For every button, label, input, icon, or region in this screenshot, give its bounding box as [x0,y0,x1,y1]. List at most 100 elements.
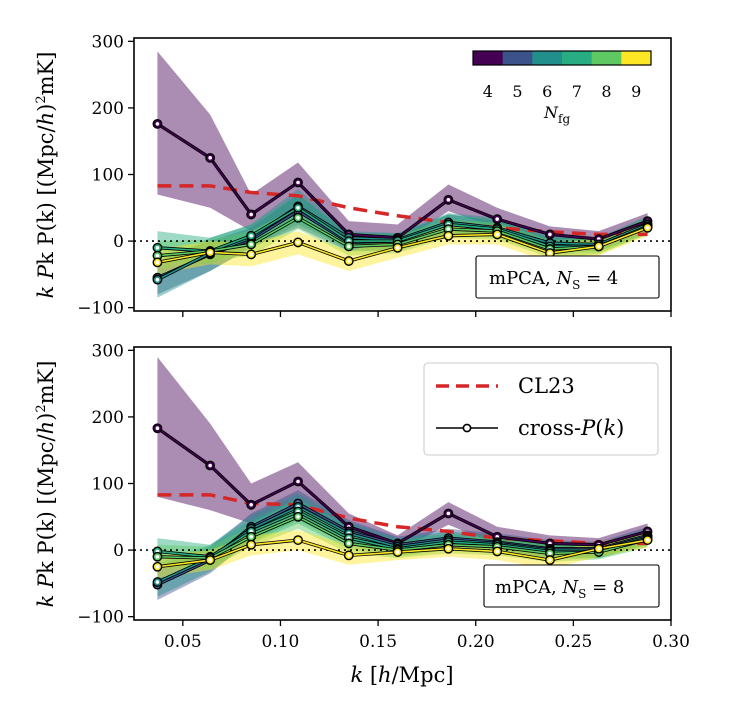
colorbar-cell-9 [621,51,652,65]
top-band-4 [157,51,648,247]
colorbar-label-symbol: N [543,103,559,122]
bottom-point-core-9-5 [395,550,400,554]
top-point-core-9-4 [347,259,351,263]
bottom-ytick-label: −100 [77,608,124,628]
top-point-core-4-8 [548,232,552,237]
legend: CL23 cross-P(k) [423,362,659,456]
legend-cl23-label: CL23 [518,374,575,398]
bottom-point-core-8-0 [155,554,160,559]
colorbar-cell-8 [591,51,622,65]
top-point-core-9-8 [548,251,552,255]
top-ytick-label: 300 [92,32,124,52]
top-point-core-4-2 [249,212,253,217]
bottom-ytick-label: 200 [92,408,124,428]
bottom-annotation-box [483,564,660,608]
bottom-point-core-4-3 [296,479,300,484]
bottom-point-core-9-9 [596,546,601,551]
colorbar-frame [472,50,652,66]
bottom-point-core-4-6 [446,511,451,516]
bottom-point-core-4-0 [155,426,160,431]
colorbar-label: Nfg [543,103,570,126]
colorbar-cell-6 [532,51,563,65]
top-point-core-9-10 [645,225,650,230]
xtick-label: 0.20 [457,632,495,652]
bottom-point-core-9-10 [645,538,650,542]
top-point-core-4-6 [446,198,451,202]
bottom-point-core-8-2 [249,534,253,539]
bottom-point-core-9-6 [446,546,451,551]
top-point-core-9-1 [208,250,212,255]
top-annotation-text: mPCA, NS = 4 [489,268,618,292]
bottom-point-core-9-8 [548,558,552,562]
bottom-point-core-9-2 [249,542,253,547]
bottom-point-core-8-4 [347,541,351,546]
bottom-ytick-label: 100 [92,475,124,495]
top-ytick-label: 100 [92,166,124,186]
legend-cross-label: cross-P(k) [518,416,624,440]
top-y-axis-label: k Pk P(k) [(Mpc/h)2mK] [34,52,58,299]
bottom-point-core-8-8 [548,551,552,556]
bottom-point-core-9-7 [495,549,500,554]
top-band-7 [157,194,648,265]
top-annotation-box [475,255,660,299]
bottom-annotation-text: mPCA, NS = 8 [495,577,624,601]
bottom-ytick-label: 0 [113,541,124,561]
xtick-label: 0.30 [652,632,690,652]
colorbar-tick-label: 5 [512,82,522,101]
colorbar-cell-7 [562,51,593,65]
bottom-annotation: mPCA, NS = 8 [483,564,660,608]
top-point-core-7-2 [249,233,253,238]
top-point-core-9-0 [155,260,160,265]
top-point-core-9-5 [395,245,400,250]
xtick-label: 0.25 [554,632,592,652]
top-ytick-label: 0 [113,232,124,252]
top-point-core-6-0 [155,277,160,282]
x-axis-label: k [h/Mpc] [350,663,453,687]
top-point-core-8-3 [296,215,300,220]
colorbar-cell-5 [502,51,533,65]
top-point-core-9-6 [446,233,451,238]
top-point-core-7-0 [155,245,160,250]
top-frame [133,37,672,312]
bottom-point-core-9-1 [208,558,212,562]
bottom-point-core-6-0 [155,580,160,584]
top-plot-area [134,51,671,298]
colorbar-tick-label: 9 [631,82,641,101]
top-point-core-9-2 [249,252,253,257]
bottom-point-core-9-4 [347,553,351,558]
top-point-core-4-7 [495,217,500,221]
xtick-label: 0.05 [164,632,202,652]
legend-cross-marker [462,423,472,433]
colorbar-tick-label: 7 [572,82,582,101]
colorbar-cells [473,51,652,65]
bottom-point-core-4-1 [208,463,212,468]
bottom-y-axis-label: k Pk P(k) [(Mpc/h)2mK] [34,361,58,608]
bottom-ytick-label: 300 [92,341,124,361]
bottom-frame [133,346,672,621]
colorbar-tick-label: 8 [601,82,611,101]
bottom-cl23-line [157,493,648,546]
top-point-core-8-2 [249,242,253,247]
top-point-core-9-7 [495,232,500,237]
top-point-core-7-3 [296,205,300,210]
bottom-point-core-9-3 [296,538,300,542]
colorbar-cell-4 [473,51,504,65]
top-ytick-label: 200 [92,99,124,119]
bottom-point-core-8-3 [296,514,300,519]
top-point-core-4-3 [296,180,300,185]
top-point-core-9-3 [296,240,300,245]
xtick-label: 0.15 [359,632,397,652]
top-point-core-8-0 [155,253,160,258]
colorbar-tick-label: 4 [483,82,493,101]
top-point-core-4-1 [208,156,212,160]
top-point-core-8-6 [446,227,451,231]
bottom-axes: −100 0 100 200 300 0.05 0.10 0.15 0.20 0.25 0.30 [77,341,690,652]
bottom-plot-area [134,356,671,601]
bottom-panel: −100 0 100 200 300 0.05 0.10 0.15 0.20 0.25 0.30 C… [34,341,690,687]
top-point-core-9-9 [596,244,601,249]
bottom-point-core-4-2 [249,503,253,507]
